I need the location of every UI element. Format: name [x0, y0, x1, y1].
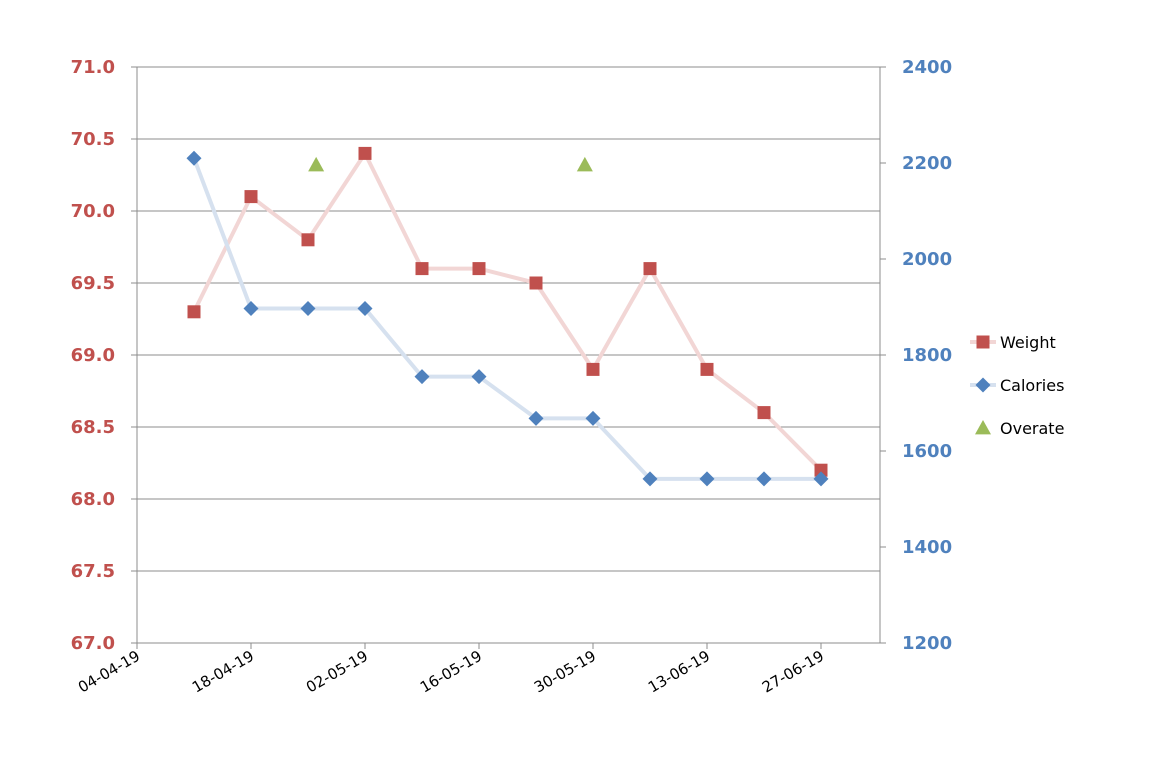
x-tick-label: 18-04-19: [189, 647, 257, 697]
legend-label: Weight: [1000, 333, 1056, 352]
right-tick-label: 2400: [902, 57, 952, 78]
calories-point: [813, 471, 829, 487]
weight-point: [301, 233, 315, 247]
weight-line: [192, 151, 823, 473]
series-calories: [186, 150, 829, 487]
x-tick-label: 02-05-19: [303, 647, 371, 697]
legend-marker: [975, 420, 991, 435]
weight-point: [586, 362, 600, 376]
calories-point: [357, 300, 373, 316]
right-tick-label: 2200: [902, 153, 952, 174]
left-tick-label: 68.0: [71, 489, 115, 510]
left-tick-label: 70.0: [71, 201, 115, 222]
left-tick-label: 70.5: [71, 129, 115, 150]
x-tick-label: 04-04-19: [75, 647, 143, 697]
calories-line: [192, 156, 823, 481]
right-tick-label: 2000: [902, 249, 952, 270]
legend-marker: [975, 377, 991, 393]
series-area: [186, 146, 829, 487]
weight-point: [814, 463, 828, 477]
left-tick-label: 67.0: [71, 633, 115, 654]
legend-item-calories: Calories: [970, 376, 1064, 395]
gridlines: [137, 66, 880, 572]
weight-point: [472, 262, 486, 276]
calories-point: [585, 410, 601, 426]
legend-label: Overate: [1000, 419, 1064, 438]
right-tick-label: 1400: [902, 537, 952, 558]
weight-point: [757, 406, 771, 420]
left-tick-label: 68.5: [71, 417, 115, 438]
x-tick-label: 13-06-19: [645, 647, 713, 697]
weight-point: [643, 262, 657, 276]
calories-point: [186, 150, 202, 166]
legend-item-weight: Weight: [970, 333, 1056, 352]
series-overate: [308, 156, 593, 172]
weight-point: [187, 305, 201, 319]
calories-point: [528, 410, 544, 426]
series-weight: [187, 146, 828, 477]
left-tick-label: 67.5: [71, 561, 115, 582]
weight-point: [244, 190, 258, 204]
x-tick-label: 16-05-19: [417, 647, 485, 697]
calories-point: [756, 471, 772, 487]
x-tick-label: 30-05-19: [531, 647, 599, 697]
calories-point: [471, 369, 487, 385]
calories-point: [642, 471, 658, 487]
legend-marker: [976, 335, 990, 349]
left-tick-label: 69.0: [71, 345, 115, 366]
legend-label: Calories: [1000, 376, 1064, 395]
weight-point: [358, 146, 372, 160]
right-tick-label: 1200: [902, 633, 952, 654]
calories-point: [243, 300, 259, 316]
weight-point: [700, 362, 714, 376]
overate-point: [576, 156, 593, 172]
axes: 67.0 67.5 68.0 68.5 69.0 69.5 70.0 70.5 71.0 1200…: [71, 57, 953, 697]
left-tick-label: 71.0: [71, 57, 115, 78]
left-tick-label: 69.5: [71, 273, 115, 294]
calories-point: [699, 471, 715, 487]
weight-point: [529, 276, 543, 290]
overate-point: [308, 156, 325, 172]
x-tick-label: 27-06-19: [759, 647, 827, 697]
calories-point: [414, 369, 430, 385]
calories-point: [300, 300, 316, 316]
weight-point: [415, 262, 429, 276]
right-tick-label: 1800: [902, 345, 952, 366]
legend: Weight Calories Overate: [970, 333, 1064, 438]
legend-item-overate: Overate: [975, 419, 1064, 438]
right-tick-label: 1600: [902, 441, 952, 462]
